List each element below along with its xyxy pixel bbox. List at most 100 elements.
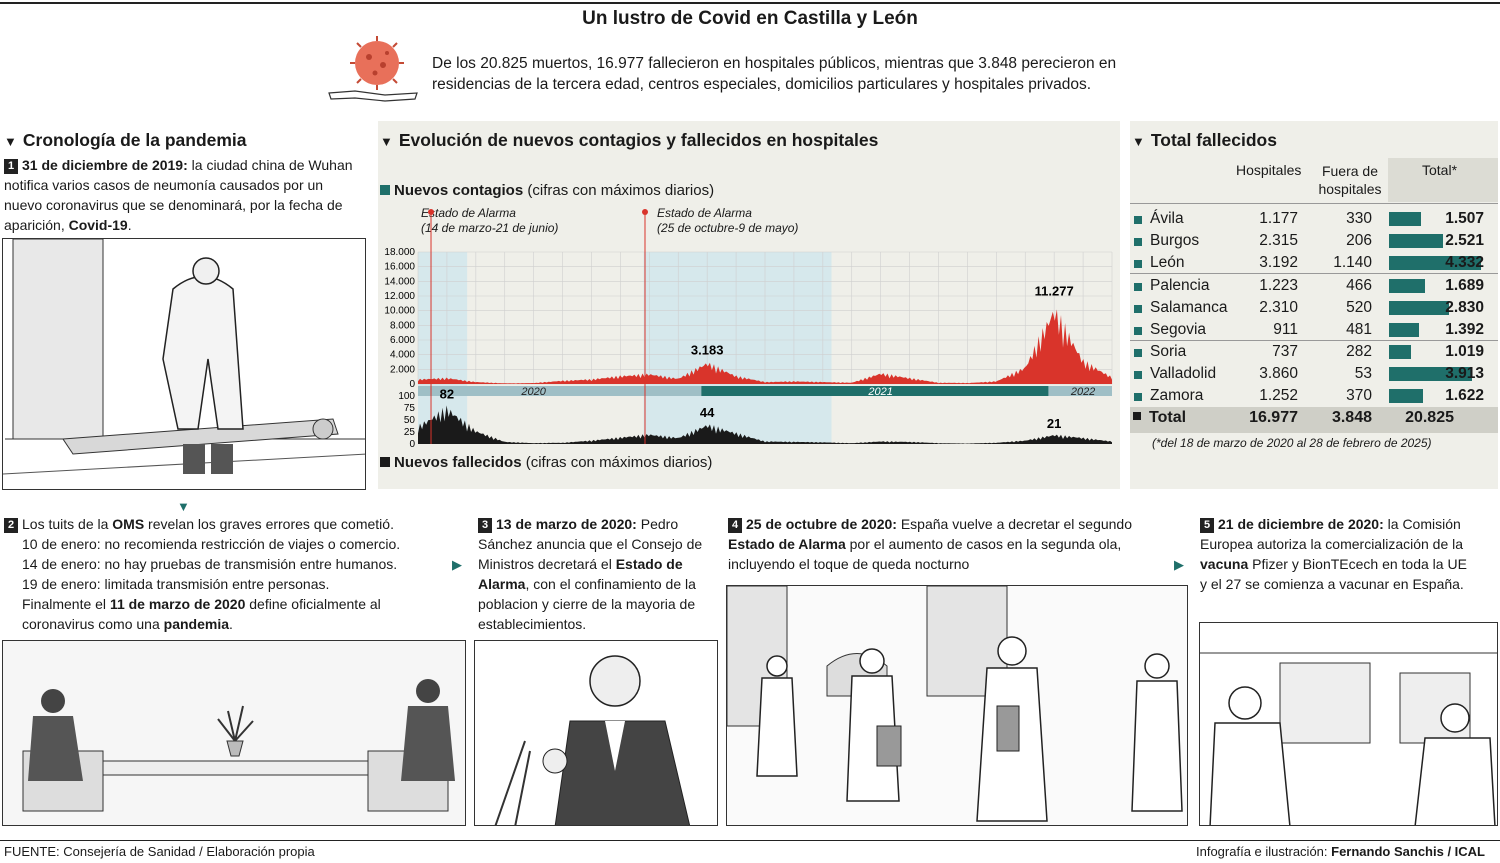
ytick-fallecidos: 75 — [404, 403, 416, 414]
triangle-down-icon: ▼ — [380, 134, 393, 149]
chrono-item-2: 2 Los tuits de la OMS revelan los graves … — [4, 514, 454, 634]
fallecidos-legend: Nuevos fallecidos (cifras con máximos di… — [380, 454, 712, 471]
chrono-text: , con el confinamiento de la poblacion y… — [478, 576, 696, 632]
triangle-down-icon: ▼ — [1132, 134, 1145, 149]
ytick-contagios: 0 — [409, 379, 415, 390]
chrono-date: 13 de marzo de 2020: — [496, 516, 637, 532]
table-rule — [1130, 273, 1498, 274]
ytick-contagios: 8.000 — [390, 320, 415, 331]
province-square-icon — [1134, 393, 1142, 401]
alarma2-dates: (25 de octubre-9 de mayo) — [657, 221, 799, 235]
fuera-value: 1.140 — [1333, 254, 1372, 271]
year-label: 2022 — [1070, 386, 1095, 398]
alarma-dot — [641, 209, 648, 215]
ytick-contagios: 4.000 — [390, 350, 415, 361]
alarma-dot — [428, 209, 435, 215]
hospitales-value: 911 — [1273, 321, 1298, 338]
chrono-date: 31 de diciembre de 2019: — [22, 157, 188, 173]
fuera-value: 206 — [1346, 232, 1372, 249]
chrono-number: 5 — [1200, 518, 1214, 533]
chrono-item-5: 5 21 de diciembre de 2020: la Comisión Eu… — [1200, 514, 1470, 594]
legend-fallecidos-note: (cifras con máximos diarios) — [521, 454, 713, 471]
province-name: Segovia — [1150, 321, 1207, 338]
total-total: 20.825 — [1405, 409, 1454, 426]
ytick-contagios: 12.000 — [384, 291, 415, 302]
fuera-value: 282 — [1346, 343, 1372, 360]
virus-illustration — [328, 36, 418, 102]
province-square-icon — [1134, 349, 1142, 357]
legend-swatch-fallecidos — [380, 457, 390, 467]
chrono-text: Finalmente el — [22, 596, 110, 612]
virus-icon — [350, 36, 404, 90]
province-square-icon — [1134, 260, 1142, 268]
ytick-contagios: 16.000 — [384, 262, 415, 273]
cronologia-heading: ▼ Cronología de la pandemia — [4, 130, 247, 151]
chrono-text: la ciudad china de Wuhan notifica varios… — [4, 157, 353, 233]
total-header-bg — [1388, 158, 1498, 202]
total-value: 1.689 — [1445, 277, 1484, 294]
alarma2-shade — [643, 252, 832, 444]
ytick-contagios: 10.000 — [384, 306, 415, 317]
province-name: Soria — [1150, 343, 1187, 360]
fallecidos-row: León 3.192 1.140 4.332 — [1130, 252, 1498, 274]
fallecidos-note: (*del 18 de marzo de 2020 al 28 de febre… — [1152, 436, 1432, 450]
alarma1-title: Estado de Alarma — [421, 206, 516, 220]
fuera-value: 370 — [1346, 387, 1372, 404]
fuera-value: 53 — [1354, 365, 1372, 382]
total-value: 4.332 — [1445, 254, 1484, 271]
fallecidos-row: Ávila 1.177 330 1.507 — [1130, 208, 1498, 230]
province-square-icon — [1134, 283, 1142, 291]
ytick-fallecidos: 100 — [398, 391, 415, 402]
illustration-wuhan — [2, 238, 366, 490]
total-value: 3.913 — [1445, 365, 1484, 382]
total-bar — [1389, 212, 1421, 226]
lying-figure-icon — [328, 90, 418, 102]
fuera-value: 466 — [1346, 277, 1372, 294]
legend-fallecidos-label: Nuevos fallecidos — [394, 454, 522, 471]
credit-prefix: Infografía e ilustración: — [1196, 844, 1332, 859]
ytick-contagios: 6.000 — [390, 335, 415, 346]
total-bar — [1389, 234, 1443, 248]
hospitales-value: 3.192 — [1259, 254, 1298, 271]
chrono-item-4: 4 25 de octubre de 2020: España vuelve a … — [728, 514, 1168, 574]
chrono-number: 1 — [4, 159, 18, 174]
fallecidos-heading-text: Total fallecidos — [1150, 130, 1277, 150]
chrono-text: la Comisión Europea autoriza la comercia… — [1200, 516, 1464, 552]
chrono-text: revelan los graves errores que cometió. — [144, 516, 394, 532]
evolucion-heading: ▼ Evolución de nuevos contagios y falleci… — [380, 130, 878, 151]
chrono-line: 19 de enero: limitada transmisión entre … — [22, 576, 330, 592]
chrono-bold: 11 de marzo de 2020 — [109, 596, 246, 612]
footer-rule — [0, 840, 1500, 841]
fuera-value: 330 — [1346, 210, 1372, 227]
chrono-bold: pandemia — [163, 616, 229, 632]
chrono-item-1: 1 31 de diciembre de 2019: la ciudad chin… — [4, 155, 364, 235]
peak-label: 82 — [440, 387, 454, 402]
total-bar — [1389, 345, 1411, 359]
fuera-value: 481 — [1346, 321, 1372, 338]
fallecidos-row: Zamora 1.252 370 1.622 — [1130, 385, 1498, 407]
total-hospitales: 16.977 — [1249, 409, 1298, 426]
chrono-end: . — [127, 217, 132, 233]
total-fuera: 3.848 — [1331, 409, 1372, 426]
page-title: Un lustro de Covid en Castilla y León — [582, 8, 918, 29]
province-square-icon — [1134, 238, 1142, 246]
province-square-icon — [1134, 305, 1142, 313]
chrono-bold: vacuna — [1200, 556, 1249, 572]
peak-label: 3.183 — [691, 343, 724, 358]
footer-source: FUENTE: Consejería de Sanidad / Elaborac… — [4, 844, 315, 859]
province-name: León — [1150, 254, 1185, 271]
peak-label: 21 — [1047, 416, 1061, 431]
province-square-icon — [1134, 371, 1142, 379]
peak-label: 11.277 — [1035, 283, 1074, 298]
legend-contagios-note: (cifras con máximos diarios) — [523, 182, 715, 199]
total-label: Total — [1149, 409, 1187, 426]
province-name: Ávila — [1150, 210, 1184, 227]
arrow-right-icon: ▶ — [452, 557, 462, 572]
ytick-contagios: 2.000 — [390, 364, 415, 375]
fallecidos-row: Valladolid 3.860 53 3.913 — [1130, 363, 1498, 385]
chrono-text: Pfizer y BionTEcech en toda la UE y el 2… — [1200, 556, 1467, 592]
chrono-text: define oficialmente al coronavirus como … — [22, 596, 381, 632]
alarma1-dates: (14 de marzo-21 de junio) — [421, 221, 559, 235]
triangle-down-icon: ▼ — [4, 134, 17, 149]
alarma2-title: Estado de Alarma — [657, 206, 752, 220]
